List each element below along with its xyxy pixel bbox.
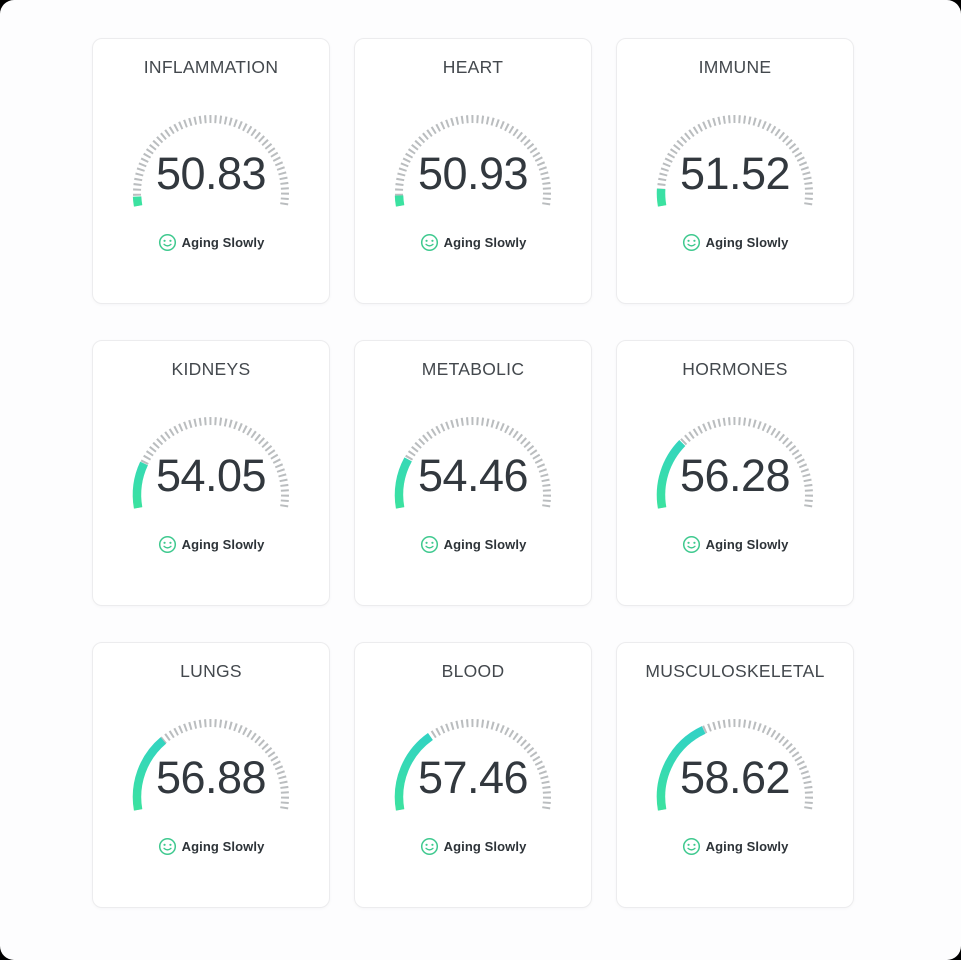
gauge-fill-arc xyxy=(132,196,143,207)
organ-gauge-card[interactable]: INFLAMMATION 50.83 Aging Slowly xyxy=(92,38,330,304)
card-title: METABOLIC xyxy=(421,359,525,379)
gauge-fill-arc xyxy=(132,461,148,509)
gauge-arc xyxy=(656,115,813,207)
organ-gauge-card[interactable]: HEART 50.93 Aging Slowly xyxy=(354,38,592,304)
gauge-arc xyxy=(394,115,551,207)
gauge-fill-arc xyxy=(394,457,412,509)
gauge-track-ticks xyxy=(133,417,289,509)
status-row: Aging Slowly xyxy=(420,232,527,252)
status-label: Aging Slowly xyxy=(705,536,789,552)
status-label: Aging Slowly xyxy=(181,536,265,552)
smiley-face-icon xyxy=(682,535,700,553)
gauge-fill-arc xyxy=(656,440,686,509)
smiley-face-icon xyxy=(682,837,700,855)
organ-gauge-card[interactable]: HORMONES 56.28 Aging Slowly xyxy=(616,340,854,606)
gauge-track-ticks xyxy=(133,719,289,811)
organ-gauge-card[interactable]: LUNGS 56.88 Aging Slowly xyxy=(92,642,330,908)
gauge-track-ticks xyxy=(133,115,289,207)
gauge: 50.93 xyxy=(388,111,558,217)
status-row: Aging Slowly xyxy=(158,232,265,252)
gauge-arc xyxy=(394,417,551,509)
gauge: 56.28 xyxy=(650,413,820,519)
smiley-face-icon xyxy=(420,233,438,251)
organ-gauge-card[interactable]: KIDNEYS 54.05 Aging Slowly xyxy=(92,340,330,606)
smiley-face-icon xyxy=(158,535,176,553)
card-title: MUSCULOSKELETAL xyxy=(645,661,825,681)
smiley-face-icon xyxy=(420,837,438,855)
gauge-value: 54.05 xyxy=(155,450,267,501)
gauge-value: 56.88 xyxy=(155,752,267,803)
smiley-face-icon xyxy=(158,837,176,855)
gauge-arc xyxy=(656,719,813,811)
gauge-track-ticks xyxy=(395,417,551,509)
gauge-arc xyxy=(132,417,289,509)
gauge-track-ticks xyxy=(657,417,813,509)
smiley-face-icon xyxy=(420,535,438,553)
gauge: 50.83 xyxy=(126,111,296,217)
gauge-arc xyxy=(132,719,289,811)
organ-gauge-card[interactable]: IMMUNE 51.52 Aging Slowly xyxy=(616,38,854,304)
status-label: Aging Slowly xyxy=(443,234,527,250)
card-title: LUNGS xyxy=(180,661,242,681)
organ-gauge-card[interactable]: BLOOD 57.46 Aging Slowly xyxy=(354,642,592,908)
gauge-value: 58.62 xyxy=(679,752,791,803)
status-row: Aging Slowly xyxy=(158,534,265,554)
card-title: IMMUNE xyxy=(698,57,772,77)
smiley-face-icon xyxy=(682,233,700,251)
gauge-grid: INFLAMMATION 50.83 Aging Slowly HEART xyxy=(92,38,854,908)
gauge: 54.05 xyxy=(126,413,296,519)
gauge-fill-arc xyxy=(394,733,433,811)
organ-gauge-card[interactable]: MUSCULOSKELETAL 58.62 Aging Slowly xyxy=(616,642,854,908)
card-title: KIDNEYS xyxy=(171,359,251,379)
card-title: HEART xyxy=(442,57,504,77)
gauge: 51.52 xyxy=(650,111,820,217)
card-title: INFLAMMATION xyxy=(143,57,279,77)
gauge: 54.46 xyxy=(388,413,558,519)
gauge-value: 57.46 xyxy=(417,752,529,803)
gauge-track-ticks xyxy=(395,719,551,811)
status-label: Aging Slowly xyxy=(705,838,789,854)
gauge-track-ticks xyxy=(657,115,813,207)
gauge-fill-arc xyxy=(394,195,405,207)
status-row: Aging Slowly xyxy=(682,836,789,856)
gauge-track-ticks xyxy=(395,115,551,207)
gauge-fill-arc xyxy=(132,737,167,811)
gauge-value: 56.28 xyxy=(679,450,791,501)
card-title: BLOOD xyxy=(441,661,505,681)
gauge-value: 54.46 xyxy=(417,450,529,501)
status-row: Aging Slowly xyxy=(420,836,527,856)
gauge: 56.88 xyxy=(126,715,296,821)
gauge-arc xyxy=(656,417,813,509)
gauge: 57.46 xyxy=(388,715,558,821)
card-title: HORMONES xyxy=(682,359,788,379)
gauge-value: 50.83 xyxy=(155,148,267,199)
gauge: 58.62 xyxy=(650,715,820,821)
gauge-fill-arc xyxy=(656,188,667,207)
status-label: Aging Slowly xyxy=(443,838,527,854)
status-label: Aging Slowly xyxy=(443,536,527,552)
status-label: Aging Slowly xyxy=(181,838,265,854)
gauge-value: 51.52 xyxy=(679,148,791,199)
status-row: Aging Slowly xyxy=(682,232,789,252)
status-row: Aging Slowly xyxy=(420,534,527,554)
organ-gauge-card[interactable]: METABOLIC 54.46 Aging Slowly xyxy=(354,340,592,606)
gauge-track-ticks xyxy=(657,719,813,811)
smiley-face-icon xyxy=(158,233,176,251)
status-label: Aging Slowly xyxy=(181,234,265,250)
gauge-arc xyxy=(132,115,289,207)
status-row: Aging Slowly xyxy=(682,534,789,554)
status-label: Aging Slowly xyxy=(705,234,789,250)
gauge-arc xyxy=(394,719,551,811)
gauge-value: 50.93 xyxy=(417,148,529,199)
gauge-fill-arc xyxy=(656,726,706,811)
status-row: Aging Slowly xyxy=(158,836,265,856)
